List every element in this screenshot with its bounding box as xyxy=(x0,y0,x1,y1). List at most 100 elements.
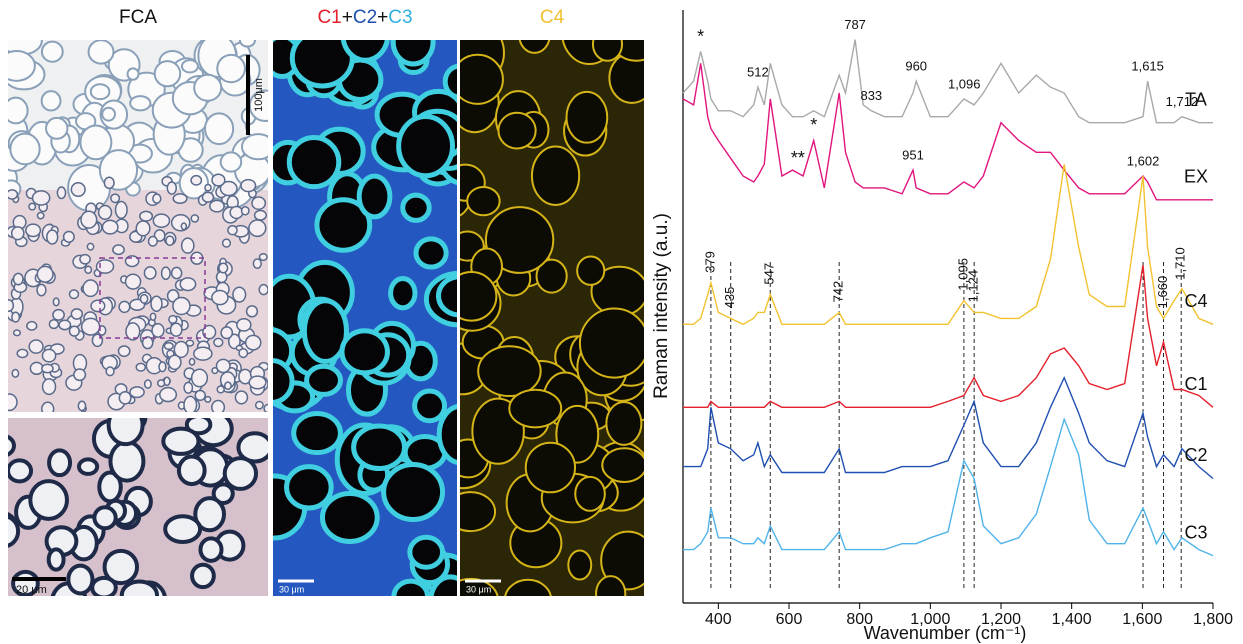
cell xyxy=(10,226,25,241)
cell xyxy=(289,40,355,89)
cell xyxy=(143,266,157,280)
cell xyxy=(219,180,238,197)
cell xyxy=(190,368,209,388)
cell xyxy=(108,439,146,483)
cell xyxy=(79,253,91,265)
cell xyxy=(190,214,200,223)
cell xyxy=(169,322,183,337)
cell xyxy=(396,114,456,179)
cell xyxy=(220,326,234,340)
series-label: C3 xyxy=(1184,522,1207,542)
cell xyxy=(258,253,268,262)
cell xyxy=(139,210,154,222)
cell xyxy=(102,548,140,586)
cell xyxy=(578,307,644,379)
cell xyxy=(351,423,408,471)
cell xyxy=(165,235,175,247)
x-axis-title: Wavenumber (cm⁻¹) xyxy=(864,623,1027,643)
cell xyxy=(167,354,182,371)
cell xyxy=(114,200,128,219)
cell xyxy=(152,193,162,204)
cell xyxy=(460,270,498,322)
cell xyxy=(41,378,57,396)
cell xyxy=(248,375,267,390)
cell xyxy=(252,258,262,270)
cell xyxy=(240,205,250,216)
cell xyxy=(484,206,555,274)
x-tick-label: 1,400 xyxy=(1052,611,1092,628)
cell xyxy=(11,311,21,323)
cell xyxy=(221,238,232,248)
cells xyxy=(460,40,644,596)
spectrum xyxy=(682,63,1213,201)
cell xyxy=(236,317,252,332)
cell xyxy=(73,368,87,382)
panel-title: C1+C2+C3 xyxy=(317,7,412,28)
cell xyxy=(179,277,197,292)
cell xyxy=(8,458,34,484)
peak-label: 1,095 xyxy=(955,258,970,291)
cell xyxy=(535,258,568,294)
cell xyxy=(567,549,593,581)
x-tick-label: 1,800 xyxy=(1193,611,1233,628)
cell xyxy=(228,333,241,350)
cell xyxy=(460,491,497,533)
cell xyxy=(166,181,178,195)
cell xyxy=(284,464,334,511)
cell xyxy=(201,191,215,203)
cell xyxy=(95,259,115,274)
cell xyxy=(198,536,224,563)
cell xyxy=(460,577,499,596)
cell xyxy=(91,333,104,348)
cell xyxy=(119,579,160,596)
cell xyxy=(70,182,86,198)
cell xyxy=(92,505,118,531)
cell xyxy=(41,401,55,412)
cell xyxy=(591,40,624,62)
cell xyxy=(52,297,60,307)
peak-label: 1,602 xyxy=(1127,153,1160,168)
peak-label: 960 xyxy=(905,59,927,74)
cell xyxy=(8,299,15,312)
cell xyxy=(48,319,60,330)
cell xyxy=(209,199,225,213)
cell xyxy=(135,362,147,372)
cell xyxy=(89,83,111,101)
cell xyxy=(504,578,552,596)
scale-label: 30 μm xyxy=(466,584,491,594)
cell xyxy=(31,190,51,206)
cell xyxy=(129,95,152,112)
cell xyxy=(185,339,195,347)
cell xyxy=(110,193,121,204)
cell xyxy=(26,320,38,331)
cell xyxy=(194,389,206,402)
cell xyxy=(524,441,577,494)
raman-chart: Wavenumber (cm⁻¹) Raman intensity (a.u.)… xyxy=(651,10,1233,643)
peak-label: 1,096 xyxy=(948,77,981,92)
scale-label: 20 μm xyxy=(16,584,47,596)
scale-label: 100μm xyxy=(253,78,265,112)
cell xyxy=(291,411,343,456)
cell xyxy=(254,400,264,410)
cell xyxy=(339,328,390,376)
cell xyxy=(436,274,457,318)
cell xyxy=(238,40,256,48)
cell xyxy=(80,317,101,336)
cell xyxy=(183,381,194,394)
cell xyxy=(101,106,116,122)
peak-label: 1,712 xyxy=(1166,94,1199,109)
cell xyxy=(163,341,174,351)
cell xyxy=(62,230,75,243)
peak-label: 833 xyxy=(860,88,882,103)
x-tick-label: 1,000 xyxy=(910,611,950,628)
cell xyxy=(163,376,171,387)
cell xyxy=(139,293,149,304)
series-label: TA xyxy=(1185,89,1207,109)
cell xyxy=(301,298,349,364)
cell xyxy=(232,286,247,303)
cell xyxy=(173,340,189,359)
cell xyxy=(118,300,131,314)
cell xyxy=(90,299,106,313)
series-label: C2 xyxy=(1184,445,1207,465)
spectrum xyxy=(683,264,1214,408)
